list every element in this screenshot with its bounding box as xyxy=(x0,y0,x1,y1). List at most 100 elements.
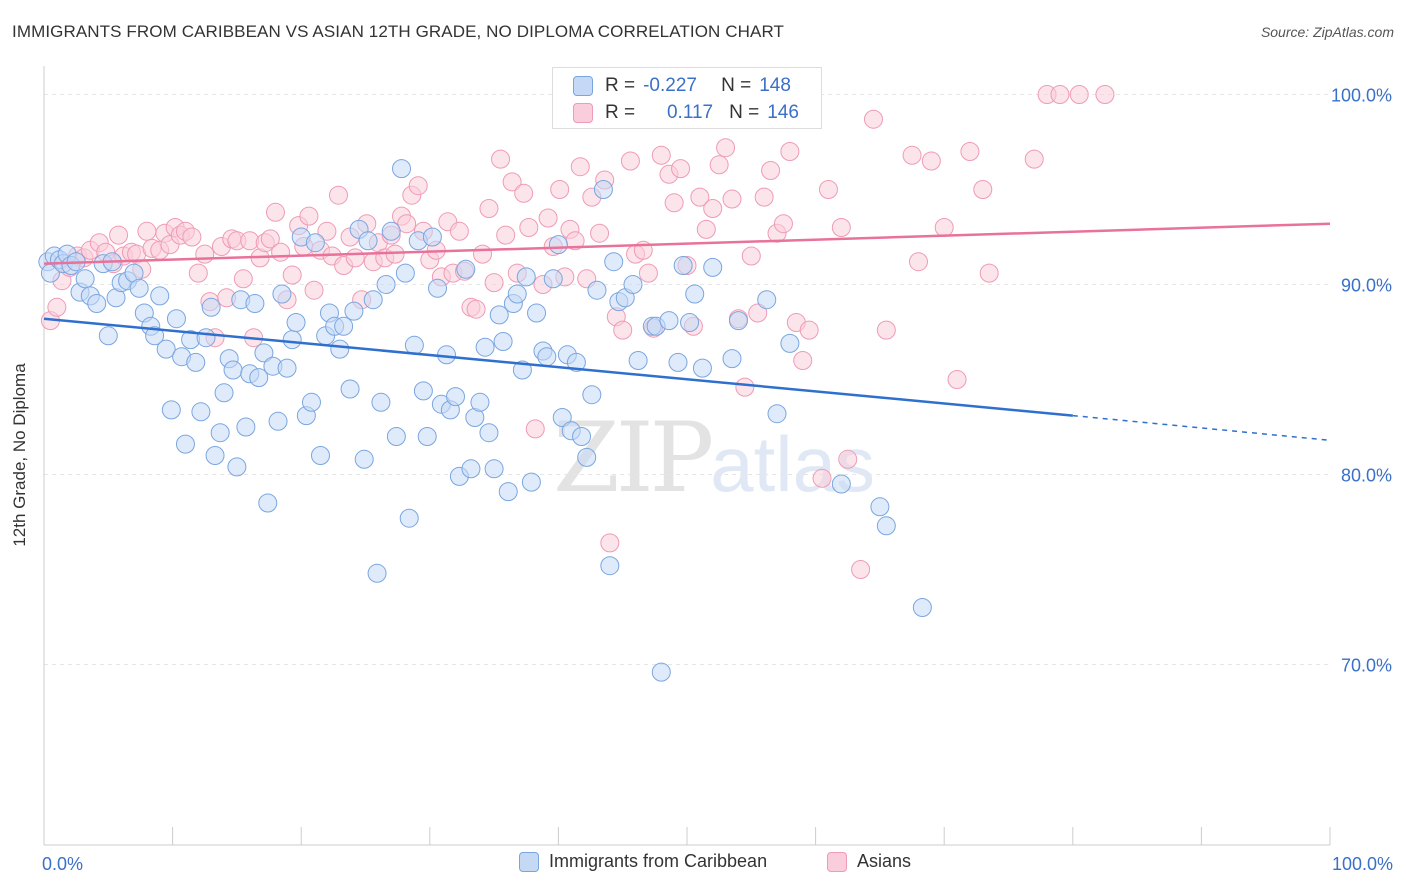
asians-point xyxy=(773,214,793,234)
asians-point xyxy=(831,218,851,237)
caribbean-point xyxy=(191,402,211,422)
caribbean-point xyxy=(258,493,278,513)
caribbean-point xyxy=(461,459,481,479)
asians-point xyxy=(397,214,417,234)
caribbean-point xyxy=(757,290,777,310)
asians-point xyxy=(449,221,469,241)
asians-point xyxy=(818,180,838,199)
caribbean-point xyxy=(507,284,527,304)
caribbean-point xyxy=(282,330,302,350)
asians-point xyxy=(908,252,928,272)
caribbean-point xyxy=(272,284,292,304)
axes xyxy=(43,66,1331,846)
r-label-caribbean: R = xyxy=(605,75,636,96)
caribbean-point xyxy=(201,297,221,317)
caribbean-point xyxy=(245,294,265,313)
asians-point xyxy=(979,263,999,283)
caribbean-point xyxy=(214,383,234,403)
caribbean-point xyxy=(527,303,547,323)
asians-point xyxy=(690,187,710,207)
caribbean-point xyxy=(205,446,225,465)
asians-point xyxy=(473,244,493,264)
caribbean-point xyxy=(577,447,597,467)
caribbean-point xyxy=(728,311,748,331)
asians-point xyxy=(265,202,285,222)
asians-point xyxy=(716,138,736,158)
asians-point xyxy=(484,273,504,293)
asians-point xyxy=(514,183,534,203)
caribbean-point xyxy=(254,343,274,363)
asians-point xyxy=(590,223,610,243)
asians-point xyxy=(799,320,819,340)
caribbean-point xyxy=(395,263,415,283)
asians-point xyxy=(109,225,129,245)
y-tick-label: 90.0% xyxy=(1341,276,1392,296)
asians-point xyxy=(620,151,640,171)
asians-point xyxy=(182,227,202,247)
asians-point xyxy=(876,320,896,340)
asians-point xyxy=(600,533,620,553)
caribbean-point xyxy=(446,387,466,407)
asians-point xyxy=(638,263,658,283)
correlation-stats-box: R = -0.227 N = 148 R = 0.117 N = 146 xyxy=(552,67,822,129)
caribbean-point xyxy=(493,332,513,351)
caribbean-point xyxy=(668,352,688,372)
caribbean-point xyxy=(129,278,149,298)
caribbean-point xyxy=(475,337,495,357)
legend-swatch-asians xyxy=(827,851,847,872)
asians-point xyxy=(735,377,755,397)
caribbean-point xyxy=(604,252,624,272)
caribbean-point xyxy=(186,352,206,372)
asians-point xyxy=(664,193,684,213)
y-axis-label: 12th Grade, No Diploma xyxy=(10,363,29,547)
caribbean-point xyxy=(305,233,325,253)
caribbean-point xyxy=(236,417,256,437)
stats-row-asians: R = 0.117 N = 146 xyxy=(553,99,799,127)
caribbean-point xyxy=(703,257,723,277)
n-value-asians: 146 xyxy=(767,102,799,123)
r-value-caribbean: -0.227 xyxy=(643,75,697,96)
caribbean-point xyxy=(870,497,890,517)
legend-label-asians: Asians xyxy=(857,851,912,871)
asians-point xyxy=(613,320,633,340)
caribbean-point xyxy=(145,326,165,346)
asians-point xyxy=(538,208,558,228)
caribbean-point xyxy=(498,482,518,502)
r-value-asians: 0.117 xyxy=(666,102,714,123)
asians-point xyxy=(502,172,522,192)
caribbean-point xyxy=(512,360,532,380)
caribbean-point xyxy=(150,286,170,306)
caribbean-point xyxy=(249,368,269,388)
asians-point xyxy=(671,159,691,179)
asians-point xyxy=(317,221,337,241)
caribbean-point xyxy=(386,427,406,446)
asians-point xyxy=(812,468,832,488)
asians-point xyxy=(838,449,858,469)
caribbean-trend-extension xyxy=(1072,414,1331,442)
asians-point xyxy=(519,218,539,237)
asians-point xyxy=(748,303,768,323)
x-tick-label: 0.0% xyxy=(42,854,83,874)
chart-title: IMMIGRANTS FROM CARIBBEAN VS ASIAN 12TH … xyxy=(12,22,784,41)
caribbean-point xyxy=(912,598,932,617)
asians-point xyxy=(921,151,941,171)
asians-trend-line xyxy=(43,222,1331,265)
source-credit: Source: ZipAtlas.com xyxy=(1260,24,1394,40)
asians-point xyxy=(1050,85,1070,104)
caribbean-point xyxy=(268,411,288,431)
asians-point xyxy=(902,145,922,165)
asians-point xyxy=(345,248,365,268)
caribbean-point xyxy=(381,221,401,241)
stats-swatch-asians xyxy=(573,103,593,123)
caribbean-points xyxy=(38,85,932,682)
caribbean-point xyxy=(404,335,424,355)
chart-legend: Immigrants from Caribbean Asians xyxy=(0,851,1406,879)
legend-item-caribbean[interactable]: Immigrants from Caribbean xyxy=(519,851,767,872)
caribbean-point xyxy=(692,358,712,378)
caribbean-point xyxy=(371,392,391,412)
caribbean-point xyxy=(587,280,607,300)
asians-point xyxy=(47,297,67,317)
legend-item-asians[interactable]: Asians xyxy=(827,851,911,872)
asians-point xyxy=(651,145,671,165)
